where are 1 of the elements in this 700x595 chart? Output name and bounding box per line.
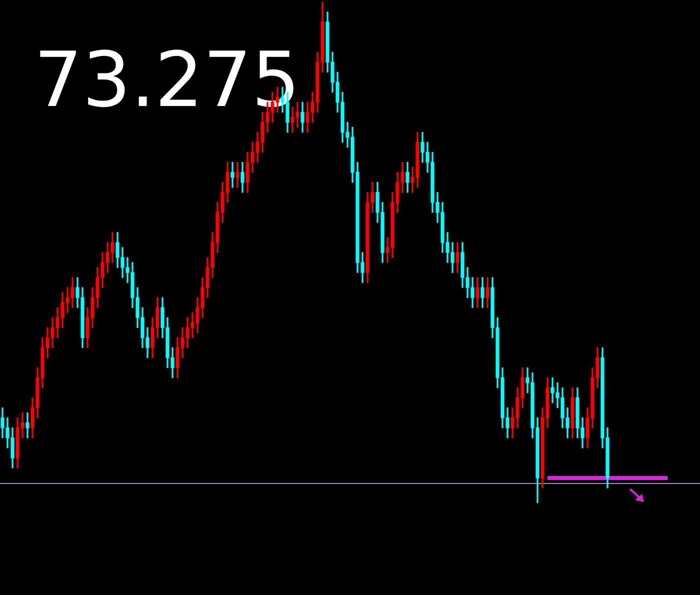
- annotation: 73.275: [34, 35, 300, 124]
